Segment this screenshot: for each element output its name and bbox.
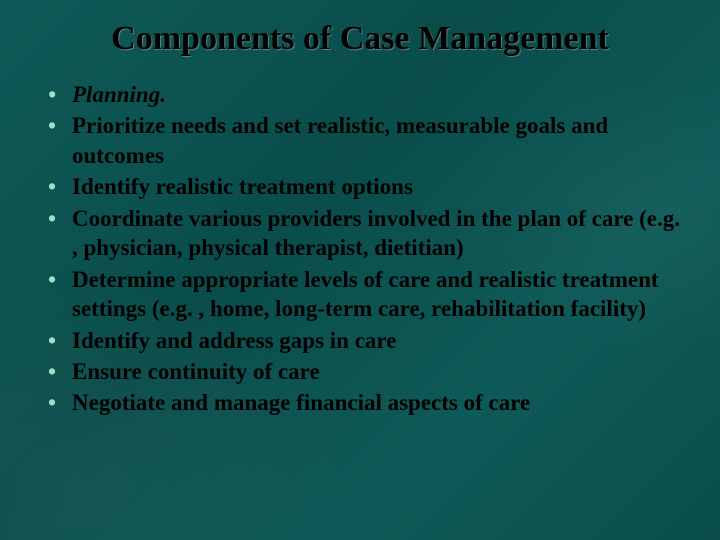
list-item: Identify and address gaps in care bbox=[46, 326, 680, 355]
slide: Components of Case Management Planning. … bbox=[0, 0, 720, 540]
slide-title: Components of Case Management bbox=[40, 20, 680, 58]
list-item: Determine appropriate levels of care and… bbox=[46, 265, 680, 324]
list-item: Negotiate and manage financial aspects o… bbox=[46, 388, 680, 417]
list-item: Planning. bbox=[46, 80, 680, 109]
list-item: Ensure continuity of care bbox=[46, 357, 680, 386]
bullet-list: Planning. Prioritize needs and set reali… bbox=[40, 80, 680, 418]
list-item: Coordinate various providers involved in… bbox=[46, 204, 680, 263]
list-item: Prioritize needs and set realistic, meas… bbox=[46, 111, 680, 170]
list-item: Identify realistic treatment options bbox=[46, 172, 680, 201]
